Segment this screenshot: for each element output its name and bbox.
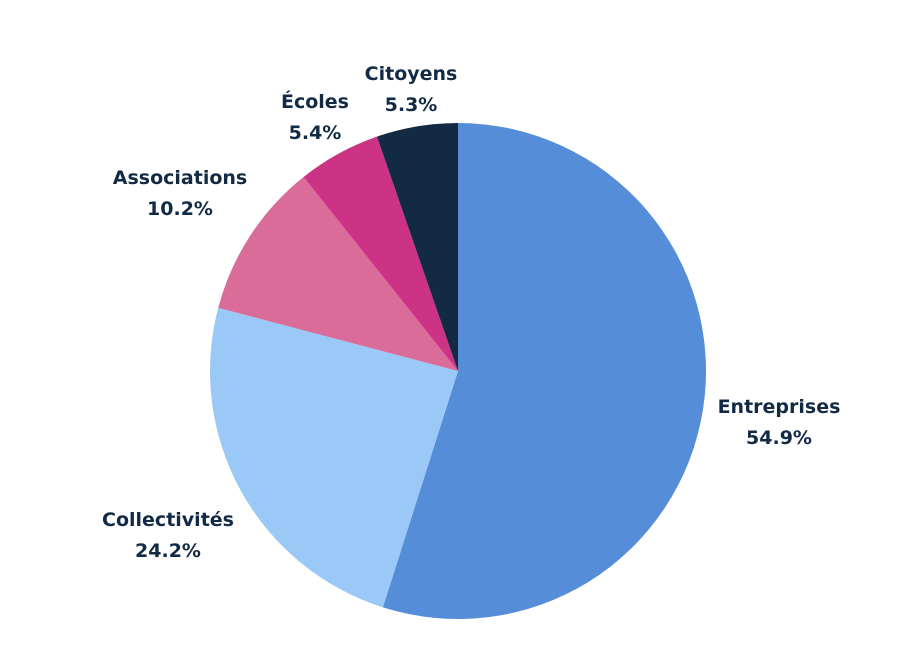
slice-label-ecoles: Écoles 5.4% bbox=[281, 87, 349, 149]
slice-value: 5.3% bbox=[384, 94, 438, 116]
slice-label-entreprises: Entreprises 54.9% bbox=[718, 392, 841, 454]
pie-slice-ecoles bbox=[303, 136, 458, 371]
pie-slice-collectivites bbox=[209, 307, 458, 608]
slice-label-associations: Associations 10.2% bbox=[113, 163, 247, 225]
slice-name: Entreprises bbox=[717, 396, 841, 418]
slice-name: Associations bbox=[112, 167, 248, 189]
slice-name: Citoyens bbox=[364, 63, 458, 85]
slice-value: 24.2% bbox=[135, 540, 201, 562]
slice-label-collectivites: Collectivités 24.2% bbox=[102, 505, 234, 567]
slice-value: 54.9% bbox=[746, 427, 812, 449]
pie-slice-associations bbox=[218, 176, 458, 371]
slice-label-citoyens: Citoyens 5.3% bbox=[365, 59, 458, 121]
pie-slice-citoyens bbox=[376, 123, 458, 371]
slice-value: 10.2% bbox=[147, 198, 213, 220]
slice-value: 5.4% bbox=[288, 122, 342, 144]
slice-name: Écoles bbox=[280, 91, 350, 113]
slice-name: Collectivités bbox=[102, 509, 234, 531]
pie-slice-entreprises bbox=[382, 123, 706, 620]
